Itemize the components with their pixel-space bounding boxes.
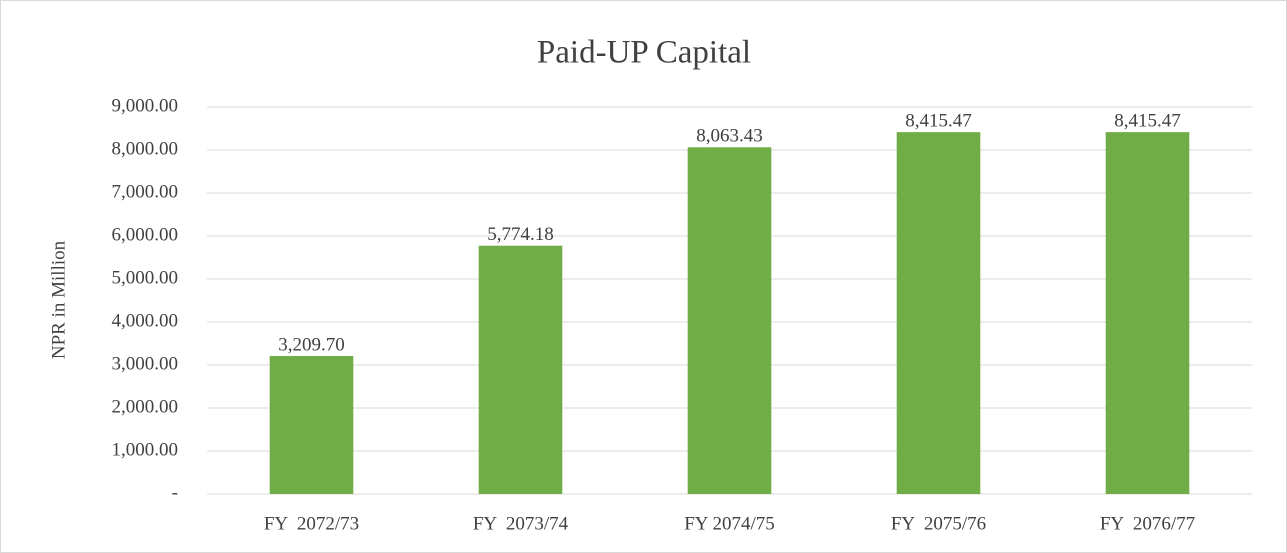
y-tick-label: 1,000.00: [112, 439, 179, 460]
bar: [896, 132, 981, 494]
data-label: 8,415.47: [1114, 110, 1181, 131]
chart-title: Paid-UP Capital: [537, 35, 751, 71]
x-tick-label: FY 2072/73: [264, 513, 359, 534]
x-tick-label: FY 2075/76: [891, 513, 986, 534]
bar: [1105, 132, 1190, 494]
y-tick-label: 8,000.00: [112, 138, 179, 159]
data-label: 8,063.43: [696, 126, 763, 147]
y-tick-label: 2,000.00: [112, 396, 179, 417]
bar: [478, 245, 563, 494]
x-tick-label: FY 2074/75: [684, 513, 775, 534]
data-label: 5,774.18: [487, 224, 554, 245]
y-tick-label: -: [172, 482, 178, 503]
y-tick-label: 7,000.00: [112, 181, 179, 202]
y-tick-label: 5,000.00: [112, 267, 179, 288]
x-tick-label: FY 2076/77: [1100, 513, 1195, 534]
data-label: 8,415.47: [905, 110, 972, 131]
y-tick-label: 9,000.00: [112, 95, 179, 116]
y-tick-label: 3,000.00: [112, 353, 179, 374]
y-tick-label: 6,000.00: [112, 224, 179, 245]
y-tick-label: 4,000.00: [112, 310, 179, 331]
bar: [269, 355, 354, 494]
x-tick-label: FY 2073/74: [473, 513, 569, 534]
bar: [687, 147, 772, 494]
data-label: 3,209.70: [278, 334, 345, 355]
y-axis-label: NPR in Million: [48, 240, 69, 359]
